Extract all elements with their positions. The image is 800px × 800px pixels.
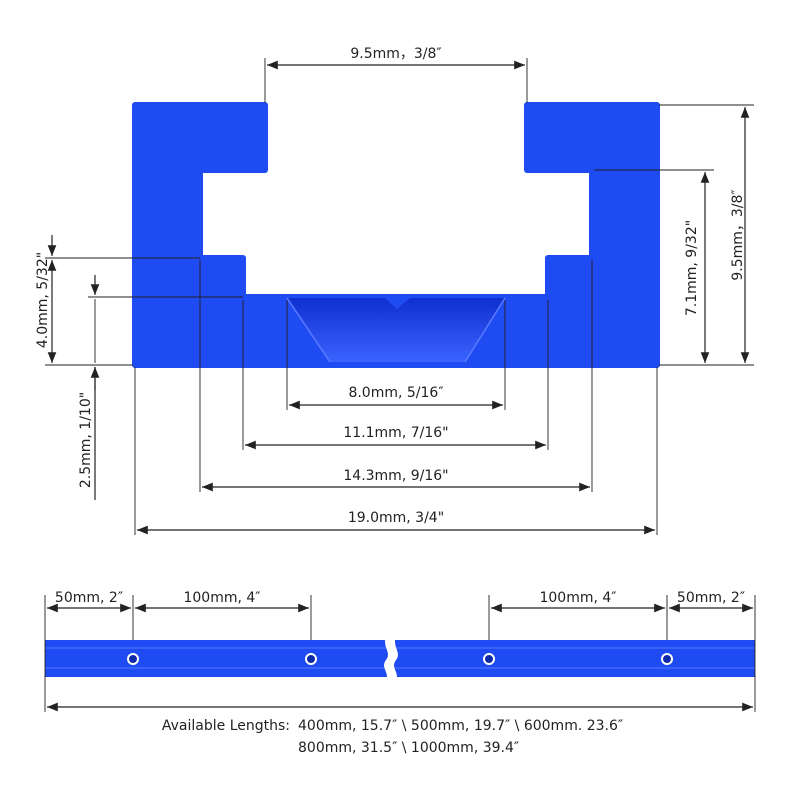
dimension-label: 100mm, 4″ [539,590,616,606]
dimension-label: 14.3mm, 9/16" [343,468,448,484]
dimension-label: 50mm, 2″ [677,590,745,606]
dimension-bottom: 8.0mm, 5/16″ 11.1mm, 7/16" 14.3mm, 9/16"… [134,260,658,535]
dimension-label: 9.5mm，3/8″ [730,189,746,280]
dimension-label: 11.1mm, 7/16" [343,425,448,441]
dimension-label: 4.0mm, 5/32" [35,252,51,348]
dimension-label: 19.0mm, 3/4" [348,510,444,526]
lengths-line: 400mm, 15.7″ \ 500mm, 19.7″ \ 600mm. 23.… [298,718,623,734]
lengths-line: 800mm, 31.5″ \ 1000mm, 39.4″ [298,740,519,756]
dimension-label: 2.5mm, 1/10" [78,392,94,488]
dimension-label: 8.0mm, 5/16″ [348,385,443,401]
dimension-right: 7.1mm, 9/32" 9.5mm，3/8″ [594,104,754,366]
lengths-title: Available Lengths: [162,718,290,734]
dimension-left: 4.0mm, 5/32" 2.5mm, 1/10" [35,235,243,500]
dimension-top: 9.5mm，3/8″ [264,46,528,103]
rail [45,636,755,681]
profile [132,102,660,368]
dimension-label: 7.1mm, 9/32" [684,220,700,316]
dimension-label: 100mm, 4″ [183,590,260,606]
dimension-label: 9.5mm，3/8″ [350,46,441,62]
available-lengths: Available Lengths: 400mm, 15.7″ \ 500mm,… [162,718,623,756]
dimension-label: 50mm, 2″ [55,590,123,606]
rail-dimensions: 50mm, 2″ 100mm, 4″ 100mm, 4″ 50mm, 2″ [44,590,756,712]
